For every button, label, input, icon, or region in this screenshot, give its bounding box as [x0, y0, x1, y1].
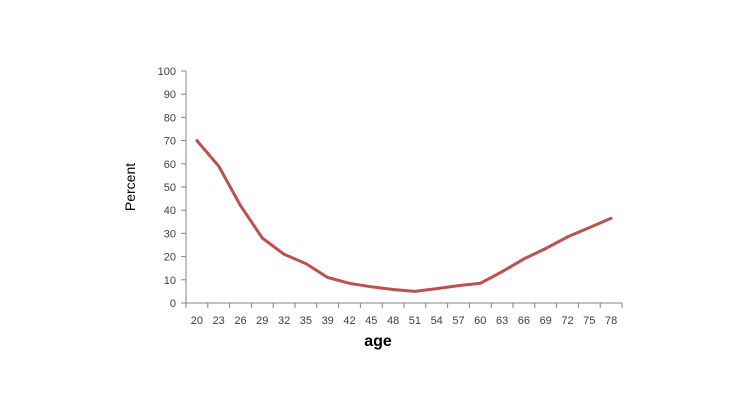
y-tick-label: 10	[164, 275, 176, 287]
x-tick-label: 45	[365, 315, 377, 327]
x-tick-label: 57	[452, 315, 464, 327]
x-tick-label: 32	[278, 315, 290, 327]
x-tick-label: 78	[605, 315, 617, 327]
y-tick-label: 20	[164, 252, 176, 264]
x-tick-label: 23	[213, 315, 225, 327]
x-tick-label: 29	[256, 315, 268, 327]
x-axis-title: age	[364, 333, 392, 350]
x-tick-label: 20	[191, 315, 203, 327]
y-tick-label: 90	[164, 89, 176, 101]
x-tick-label: 51	[409, 315, 421, 327]
x-tick-label: 26	[234, 315, 246, 327]
x-tick-label: 63	[496, 315, 508, 327]
y-tick-label: 0	[170, 298, 176, 310]
y-tick-label: 60	[164, 159, 176, 171]
x-tick-label: 54	[431, 315, 443, 327]
x-tick-label: 48	[387, 315, 399, 327]
x-tick-label: 60	[474, 315, 486, 327]
y-axis-title: Percent	[122, 163, 138, 211]
y-tick-label: 40	[164, 205, 176, 217]
x-axis: 20 23 26 29 32 35 39 42 45 48 51 54 57 60 63 66 69 72 75 78	[185, 302, 623, 327]
x-tick-label: 66	[518, 315, 530, 327]
x-tick-label: 75	[583, 315, 595, 327]
y-axis: 0 10 20 30 40 50 60 70 80 90 100	[158, 66, 187, 310]
x-tick-label: 72	[561, 315, 573, 327]
y-tick-label: 70	[164, 136, 176, 148]
series-lines	[195, 139, 613, 293]
y-tick-label: 100	[158, 66, 176, 78]
x-tick-label: 69	[540, 315, 552, 327]
y-tick-label: 80	[164, 112, 176, 124]
series-line	[195, 139, 613, 293]
x-tick-label: 35	[300, 315, 312, 327]
y-tick-label: 50	[164, 182, 176, 194]
y-tick-label: 30	[164, 228, 176, 240]
x-tick-label: 39	[322, 315, 334, 327]
x-tick-label: 42	[343, 315, 355, 327]
